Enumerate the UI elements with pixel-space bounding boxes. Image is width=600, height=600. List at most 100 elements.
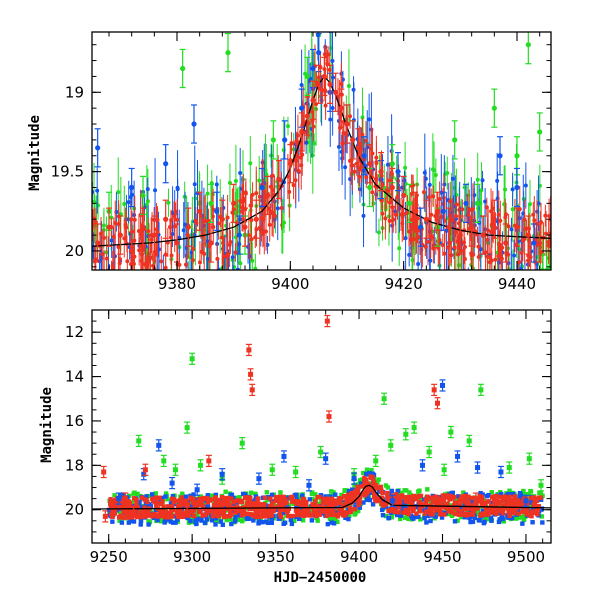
cloud-point-blue (520, 521, 525, 526)
cloud-point-red (112, 511, 117, 516)
cloud-point-red (198, 509, 203, 514)
cloud-point-red (478, 513, 483, 518)
data-point-green (538, 482, 544, 488)
cloud-point-green (214, 518, 220, 524)
cloud-point-green (250, 258, 255, 263)
cloud-point-red (352, 169, 357, 174)
cloud-point-red (393, 500, 399, 505)
cloud-point-green (461, 490, 466, 495)
cloud-point-green (403, 165, 408, 170)
cloud-point-red (113, 498, 118, 503)
data-point-blue (463, 200, 469, 206)
data-point-blue (116, 496, 122, 502)
cloud-point-blue (107, 274, 111, 278)
cloud-point-red (242, 495, 248, 501)
data-point-blue (316, 50, 322, 56)
cloud-point-red (331, 509, 336, 515)
cloud-point-red (372, 492, 378, 498)
cloud-point-blue (170, 232, 175, 237)
cloud-point-red (486, 228, 491, 233)
cloud-point-red (223, 501, 228, 507)
cloud-point-red (126, 499, 131, 504)
cloud-point-red (135, 514, 140, 520)
cloud-point-red (228, 240, 233, 245)
cloud-point-green (521, 517, 527, 523)
cloud-point-red (318, 65, 323, 70)
cloud-point-blue (126, 520, 131, 525)
x-tick-label: 9450 (423, 548, 461, 566)
cloud-point-red (294, 501, 299, 507)
cloud-point-red (228, 509, 233, 514)
data-point-blue (141, 471, 147, 477)
cloud-point-blue (191, 492, 196, 497)
cloud-point-green (153, 491, 158, 496)
cloud-point-blue (393, 209, 398, 214)
cloud-point-green (101, 223, 106, 228)
bottom-y-axis-label: Magnitude (39, 387, 55, 463)
cloud-point-red (415, 216, 420, 221)
cloud-point-red (293, 178, 298, 183)
cloud-point-red (522, 508, 527, 514)
data-point-blue (236, 232, 242, 238)
cloud-point-red (300, 500, 305, 505)
cloud-point-blue (517, 490, 523, 496)
cloud-point-red (216, 502, 221, 507)
data-point-blue (395, 169, 401, 175)
cloud-point-green (201, 501, 207, 506)
data-point-green (426, 449, 432, 455)
cloud-point-blue (367, 117, 372, 122)
cloud-point-red (144, 263, 149, 268)
cloud-point-blue (264, 503, 269, 508)
cloud-point-red (403, 499, 409, 504)
cloud-point-red (395, 194, 400, 199)
cloud-point-red (435, 501, 441, 507)
cloud-point-green (238, 261, 243, 266)
model-curve (92, 75, 551, 247)
cloud-point-red (203, 219, 208, 224)
cloud-point-red (344, 511, 349, 516)
cloud-point-blue (109, 238, 114, 243)
cloud-point-blue (456, 494, 461, 499)
cloud-point-blue (328, 117, 333, 122)
cloud-point-red (520, 238, 525, 243)
cloud-point-blue (205, 288, 209, 292)
cloud-point-green (135, 491, 140, 497)
cloud-point-green (418, 497, 423, 503)
cloud-point-red (368, 483, 374, 488)
cloud-point-green (265, 497, 270, 502)
cloud-point-blue (416, 514, 421, 520)
cloud-point-green (433, 512, 438, 517)
cloud-point-red (510, 507, 516, 513)
cloud-point-red (529, 513, 534, 519)
cloud-point-red (93, 220, 98, 225)
cloud-point-green (346, 84, 351, 89)
cloud-point-red (352, 507, 358, 512)
cloud-point-red (138, 514, 144, 520)
cloud-point-red (387, 200, 392, 205)
cloud-point-red (214, 509, 219, 514)
cloud-point-blue (428, 518, 433, 524)
cloud-point-red (422, 511, 428, 516)
cloud-point-red (116, 244, 121, 249)
data-point-red (327, 81, 333, 87)
cloud-point-blue (276, 516, 281, 521)
cloud-point-red (279, 499, 284, 505)
cloud-point-red (125, 259, 130, 264)
data-point-red (95, 240, 101, 246)
data-point-red (355, 145, 361, 151)
cloud-point-red (290, 513, 295, 519)
cloud-point-blue (470, 499, 475, 505)
cloud-point-green (545, 280, 549, 284)
cloud-point-green (529, 503, 534, 508)
cloud-point-blue (408, 513, 414, 518)
cloud-point-red (175, 498, 180, 503)
cloud-point-red (534, 498, 540, 504)
cloud-point-green (445, 170, 450, 175)
cloud-point-red (431, 194, 436, 199)
cloud-point-blue (170, 520, 176, 525)
cloud-point-red (425, 239, 430, 244)
data-point-green (452, 137, 458, 143)
cloud-point-red (349, 491, 354, 496)
cloud-point-red (397, 500, 403, 505)
